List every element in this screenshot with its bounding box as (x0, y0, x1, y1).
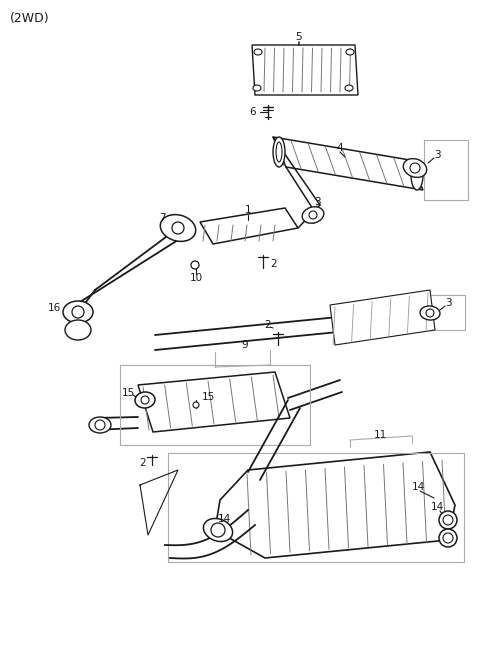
Text: 2: 2 (140, 458, 146, 468)
Ellipse shape (160, 215, 196, 241)
Text: 14: 14 (411, 482, 425, 492)
Ellipse shape (443, 533, 453, 543)
Text: 3: 3 (444, 298, 451, 308)
Ellipse shape (172, 222, 184, 234)
Ellipse shape (346, 49, 354, 55)
Polygon shape (273, 137, 423, 190)
Ellipse shape (65, 320, 91, 340)
Text: 16: 16 (48, 303, 60, 313)
Polygon shape (200, 208, 298, 244)
Ellipse shape (193, 402, 199, 408)
Text: 11: 11 (373, 430, 386, 440)
Ellipse shape (204, 518, 233, 542)
Ellipse shape (403, 159, 427, 177)
Polygon shape (252, 45, 358, 95)
Text: 2: 2 (271, 259, 277, 269)
Text: 14: 14 (217, 514, 230, 524)
Ellipse shape (439, 511, 457, 529)
Ellipse shape (426, 309, 434, 317)
Text: (2WD): (2WD) (10, 12, 49, 25)
Ellipse shape (253, 85, 261, 91)
Text: 7: 7 (159, 213, 165, 223)
Ellipse shape (411, 160, 423, 190)
Text: 9: 9 (242, 340, 248, 350)
Ellipse shape (89, 417, 111, 433)
Ellipse shape (309, 211, 317, 219)
Text: 3: 3 (314, 197, 320, 207)
Ellipse shape (345, 85, 353, 91)
Ellipse shape (95, 420, 105, 430)
Polygon shape (138, 372, 290, 432)
Ellipse shape (72, 306, 84, 318)
Text: 14: 14 (431, 502, 444, 512)
Ellipse shape (254, 49, 262, 55)
Ellipse shape (420, 306, 440, 320)
Text: 3: 3 (434, 150, 440, 160)
Polygon shape (330, 290, 435, 345)
Text: 6: 6 (250, 107, 256, 117)
Ellipse shape (273, 137, 285, 167)
Ellipse shape (211, 523, 225, 537)
Text: 4: 4 (336, 143, 343, 153)
Ellipse shape (302, 207, 324, 223)
Ellipse shape (439, 529, 457, 547)
Text: 5: 5 (296, 32, 302, 42)
Ellipse shape (443, 515, 453, 525)
Text: 2: 2 (264, 320, 271, 330)
Text: 1: 1 (245, 205, 252, 215)
Ellipse shape (276, 142, 282, 162)
Polygon shape (215, 452, 455, 558)
Ellipse shape (410, 163, 420, 173)
Ellipse shape (135, 392, 155, 408)
Ellipse shape (191, 261, 199, 269)
Text: 10: 10 (190, 273, 203, 283)
Ellipse shape (141, 396, 149, 404)
Text: 15: 15 (202, 392, 215, 402)
Ellipse shape (63, 301, 93, 323)
Text: 15: 15 (121, 388, 134, 398)
